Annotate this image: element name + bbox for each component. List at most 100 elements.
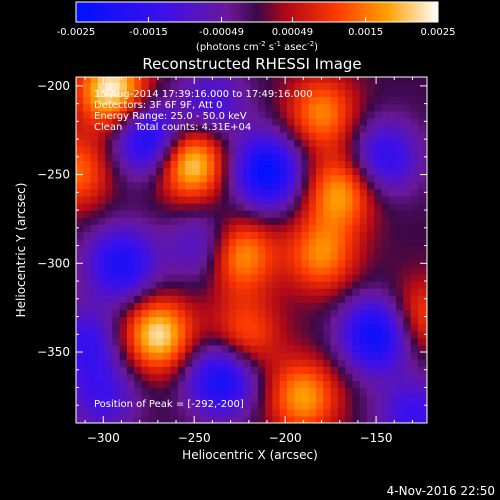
heatmap-cell	[243, 245, 252, 254]
heatmap-cell	[134, 380, 143, 389]
heatmap-cell	[425, 359, 427, 367]
heatmap-cell	[177, 273, 186, 282]
heatmap-cell	[185, 373, 193, 382]
heatmap-cell	[185, 160, 193, 169]
heatmap-cell	[337, 316, 346, 325]
heatmap-cell	[170, 309, 179, 318]
heatmap-cell	[286, 181, 295, 190]
heatmap-cell	[286, 77, 295, 83]
heatmap-cell	[221, 181, 230, 190]
heatmap-cell	[316, 117, 324, 126]
heatmap-cell	[286, 309, 295, 318]
heatmap-cell	[359, 224, 368, 232]
heatmap-cell	[214, 259, 223, 268]
heatmap-cell	[76, 281, 84, 289]
heatmap-cell	[134, 224, 143, 232]
heatmap-cell	[374, 217, 383, 225]
heatmap-cell	[206, 96, 215, 105]
heatmap-cell	[417, 302, 426, 311]
annotation-detectors: Detectors: 3F 6F 9F, Att 0	[94, 100, 222, 111]
heatmap-cell	[403, 259, 412, 268]
heatmap-cell	[301, 302, 310, 311]
heatmap-cell	[141, 124, 150, 133]
heatmap-cell	[236, 245, 244, 254]
heatmap-cell	[294, 103, 303, 112]
heatmap-cell	[134, 309, 143, 318]
heatmap-cell	[134, 96, 143, 105]
heatmap-cell	[388, 77, 397, 83]
heatmap-cell	[359, 96, 368, 105]
heatmap-cell	[76, 181, 84, 190]
heatmap-cell	[323, 295, 332, 303]
heatmap-cell	[206, 160, 215, 169]
heatmap-cell	[250, 231, 259, 240]
heatmap-cell	[272, 415, 281, 423]
heatmap-cell	[301, 160, 310, 169]
heatmap-cell	[185, 174, 193, 183]
heatmap-cell	[410, 217, 419, 225]
heatmap-cell	[90, 415, 99, 423]
heatmap-cell	[112, 117, 121, 126]
heatmap-cell	[228, 259, 237, 268]
heatmap-cell	[330, 259, 339, 268]
annotation-energy: Energy Range: 25.0 - 50.0 keV	[94, 111, 247, 122]
heatmap-cell	[381, 359, 390, 367]
heatmap-cell	[126, 337, 135, 346]
heatmap-cell	[177, 259, 186, 268]
heatmap-cell	[76, 195, 84, 204]
heatmap-cell	[330, 82, 339, 91]
heatmap-cell	[134, 174, 143, 183]
heatmap-cell	[410, 309, 419, 318]
heatmap-cell	[163, 124, 172, 133]
heatmap-cell	[163, 217, 172, 225]
heatmap-cell	[243, 415, 252, 423]
heatmap-cell	[359, 77, 368, 83]
heatmap-cell	[156, 394, 164, 403]
heatmap-cell	[214, 117, 223, 126]
heatmap-cell	[330, 415, 339, 423]
heatmap-cell	[308, 394, 317, 403]
heatmap-cell	[206, 124, 215, 133]
heatmap-cell	[294, 188, 303, 197]
heatmap-cell	[337, 96, 346, 105]
heatmap-cell	[330, 380, 339, 389]
heatmap-cell	[90, 167, 99, 176]
heatmap-cell	[337, 202, 346, 211]
heatmap-cell	[337, 281, 346, 289]
heatmap-cell	[279, 302, 288, 311]
heatmap-cell	[105, 408, 113, 417]
annotation-counts: Clean Total counts: 4.31E+04	[94, 122, 251, 133]
heatmap-cell	[316, 359, 324, 367]
heatmap-cell	[163, 415, 172, 423]
heatmap-cell	[410, 82, 419, 91]
heatmap-cell	[417, 252, 426, 261]
heatmap-cell	[206, 77, 215, 83]
heatmap-cell	[228, 309, 237, 318]
heatmap-cell	[170, 160, 179, 169]
heatmap-cell	[257, 89, 266, 98]
heatmap-cell	[141, 266, 150, 275]
heatmap-cell	[359, 238, 368, 247]
heatmap-cell	[381, 146, 390, 154]
heatmap-cell	[381, 82, 390, 91]
heatmap-cell	[221, 132, 230, 140]
heatmap-cell	[228, 139, 237, 147]
heatmap-cell	[294, 224, 303, 232]
heatmap-cell	[257, 231, 266, 240]
heatmap-cell	[301, 352, 310, 360]
heatmap-cell	[388, 210, 397, 218]
heatmap-cell	[388, 124, 397, 133]
heatmap-cell	[170, 124, 179, 133]
heatmap-cell	[221, 124, 230, 133]
heatmap-cell	[425, 181, 427, 190]
heatmap-cell	[425, 77, 427, 83]
heatmap-cell	[366, 408, 375, 417]
heatmap-cell	[272, 188, 281, 197]
heatmap-cell	[257, 146, 266, 154]
heatmap-cell	[308, 160, 317, 169]
heatmap-cell	[366, 124, 375, 133]
heatmap-cell	[286, 359, 295, 367]
heatmap-cell	[294, 344, 303, 353]
heatmap-cell	[119, 273, 128, 282]
heatmap-cell	[90, 117, 99, 126]
